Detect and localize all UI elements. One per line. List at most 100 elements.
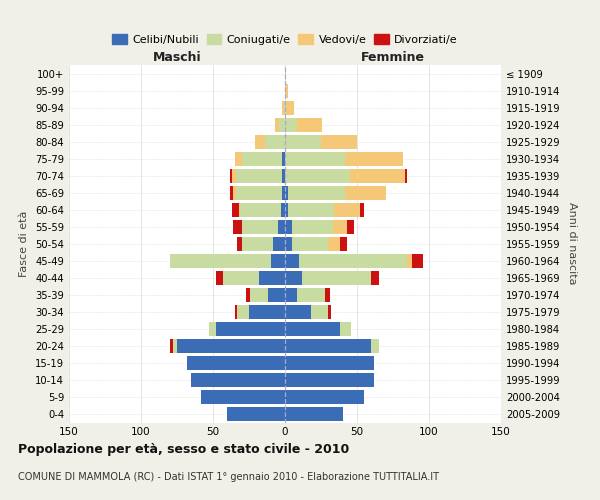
Bar [285,152,403,166]
Bar [227,407,285,421]
Bar [285,237,340,250]
Bar [285,220,332,234]
Bar [285,254,412,268]
Bar [235,305,285,319]
Bar [233,220,285,234]
Bar [223,271,285,285]
Bar [285,118,322,132]
Bar [259,271,285,285]
Bar [249,305,285,319]
Bar [216,271,285,285]
Bar [265,134,285,148]
Bar [285,84,288,98]
Bar [285,134,357,148]
Bar [285,288,325,302]
Bar [268,288,285,302]
Bar [285,322,340,336]
Bar [170,254,285,268]
Bar [274,237,285,250]
Bar [223,271,285,285]
Bar [281,202,285,216]
Bar [285,84,288,98]
Bar [187,356,285,370]
Bar [285,237,292,250]
Legend: Celibi/Nubili, Coniugati/e, Vedovi/e, Divorziati/e: Celibi/Nubili, Coniugati/e, Vedovi/e, Di… [108,30,462,49]
Bar [227,407,285,421]
Bar [236,186,285,200]
Bar [285,168,350,182]
Bar [227,407,285,421]
Bar [285,254,407,268]
Bar [285,202,364,216]
Bar [285,118,322,132]
Y-axis label: Anni di nascita: Anni di nascita [567,202,577,285]
Bar [285,100,293,114]
Bar [187,356,285,370]
Bar [275,118,285,132]
Bar [285,202,334,216]
Bar [232,168,285,182]
Bar [285,373,374,387]
Bar [285,373,374,387]
Bar [209,322,285,336]
Bar [242,220,285,234]
Bar [285,356,374,370]
Bar [271,254,285,268]
Bar [191,373,285,387]
Bar [191,373,285,387]
Bar [285,220,354,234]
Bar [242,152,285,166]
Bar [285,134,357,148]
Bar [285,271,371,285]
Bar [209,322,285,336]
Bar [285,322,351,336]
Bar [250,288,285,302]
Bar [285,407,343,421]
Bar [285,168,407,182]
Bar [285,186,386,200]
Bar [285,186,288,200]
Bar [285,237,328,250]
Bar [285,100,293,114]
Bar [285,220,292,234]
Bar [285,100,286,114]
Bar [170,254,285,268]
Bar [285,288,329,302]
Bar [285,202,360,216]
Bar [285,254,423,268]
Bar [250,288,285,302]
Bar [246,288,285,302]
Bar [285,390,364,404]
Bar [202,390,285,404]
Bar [285,186,346,200]
Bar [285,407,343,421]
Bar [187,356,285,370]
Bar [285,186,386,200]
Bar [285,237,347,250]
Bar [285,339,379,353]
Bar [170,339,285,353]
Bar [284,100,285,114]
Bar [285,271,371,285]
Bar [177,339,285,353]
Bar [285,254,299,268]
Bar [275,118,285,132]
Bar [235,152,285,166]
Bar [227,407,285,421]
Y-axis label: Fasce di età: Fasce di età [19,210,29,277]
Bar [238,237,285,250]
Bar [285,407,343,421]
Bar [282,168,285,182]
Bar [278,220,285,234]
Bar [241,202,285,216]
Bar [170,254,285,268]
Bar [285,134,321,148]
Bar [285,66,286,80]
Bar [285,339,371,353]
Bar [255,134,285,148]
Bar [242,237,285,250]
Bar [285,271,302,285]
Bar [202,390,285,404]
Bar [232,202,285,216]
Bar [285,305,311,319]
